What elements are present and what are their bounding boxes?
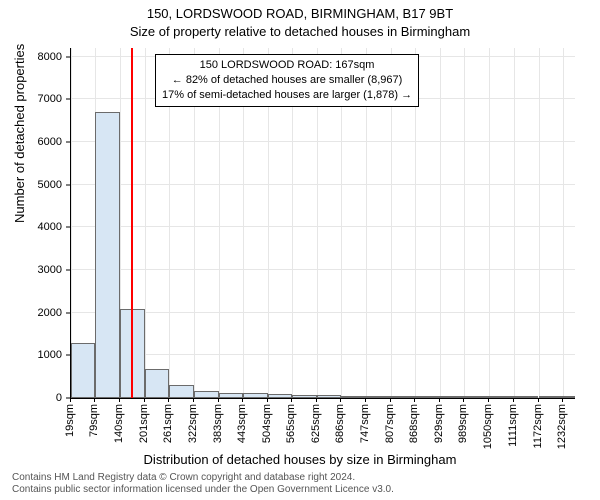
histogram-bar — [489, 396, 514, 398]
histogram-bar — [243, 393, 268, 398]
x-tick-label: 565sqm — [285, 404, 297, 443]
histogram-bar — [341, 396, 366, 398]
y-tick-label: 0 — [12, 392, 62, 404]
page-title: 150, LORDSWOOD ROAD, BIRMINGHAM, B17 9BT — [0, 6, 600, 21]
x-tick-label: 1232sqm — [556, 404, 568, 449]
histogram-bar — [145, 369, 169, 398]
histogram-bar — [71, 343, 95, 398]
x-tick-label: 686sqm — [334, 404, 346, 443]
x-tick-label: 1050sqm — [482, 404, 494, 449]
x-tick-label: 868sqm — [408, 404, 420, 443]
callout-line: 17% of semi-detached houses are larger (… — [162, 88, 412, 103]
histogram-bar — [366, 396, 390, 398]
histogram-bar — [415, 396, 440, 398]
y-axis-label: Number of detached properties — [12, 44, 27, 223]
x-tick-label: 322sqm — [187, 404, 199, 443]
histogram-bar — [317, 395, 342, 398]
chart-subtitle: Size of property relative to detached ho… — [0, 24, 600, 39]
plot-area: 150 LORDSWOOD ROAD: 167sqm← 82% of detac… — [70, 48, 575, 399]
attribution-line: Contains public sector information licen… — [12, 484, 394, 496]
attribution-line: Contains HM Land Registry data © Crown c… — [12, 472, 394, 484]
attribution: Contains HM Land Registry data © Crown c… — [12, 472, 394, 496]
x-tick-label: 747sqm — [359, 404, 371, 443]
histogram-bar — [169, 385, 194, 398]
x-tick-label: 19sqm — [64, 404, 76, 437]
histogram-bar — [219, 393, 243, 398]
x-tick-label: 625sqm — [310, 404, 322, 443]
x-tick-label: 807sqm — [384, 404, 396, 443]
x-tick-label: 201sqm — [138, 404, 150, 443]
x-tick-label: 1172sqm — [532, 404, 544, 448]
callout-line: ← 82% of detached houses are smaller (8,… — [162, 73, 412, 88]
histogram-bar — [514, 396, 539, 398]
histogram-bar — [194, 391, 219, 398]
callout-box: 150 LORDSWOOD ROAD: 167sqm← 82% of detac… — [155, 54, 419, 107]
histogram-bar — [563, 396, 575, 398]
y-tick-label: 2000 — [12, 307, 62, 319]
histogram-bar — [95, 112, 120, 398]
x-tick-label: 929sqm — [433, 404, 445, 443]
histogram-bar — [464, 396, 489, 398]
x-tick-label: 261sqm — [162, 404, 174, 443]
y-tick-label: 6000 — [12, 136, 62, 148]
y-tick-label: 5000 — [12, 179, 62, 191]
x-axis-label: Distribution of detached houses by size … — [0, 452, 600, 467]
histogram-bar — [292, 395, 316, 398]
x-tick-label: 443sqm — [236, 404, 248, 443]
histogram-bar — [440, 396, 464, 398]
x-tick-label: 79sqm — [88, 404, 100, 437]
reference-line — [131, 48, 133, 398]
histogram-bar — [539, 396, 563, 398]
histogram-bar — [268, 394, 293, 398]
x-tick-label: 383sqm — [212, 404, 224, 443]
y-tick-label: 3000 — [12, 264, 62, 276]
y-tick-label: 8000 — [12, 51, 62, 63]
y-tick-label: 7000 — [12, 93, 62, 105]
histogram-bar — [391, 396, 416, 398]
callout-line: 150 LORDSWOOD ROAD: 167sqm — [162, 58, 412, 73]
x-tick-label: 1111sqm — [507, 404, 519, 447]
y-tick-label: 1000 — [12, 349, 62, 361]
x-tick-label: 989sqm — [457, 404, 469, 443]
x-tick-label: 140sqm — [113, 404, 125, 443]
chart-container: 150, LORDSWOOD ROAD, BIRMINGHAM, B17 9BT… — [0, 0, 600, 500]
y-tick-label: 4000 — [12, 221, 62, 233]
x-tick-label: 504sqm — [261, 404, 273, 443]
